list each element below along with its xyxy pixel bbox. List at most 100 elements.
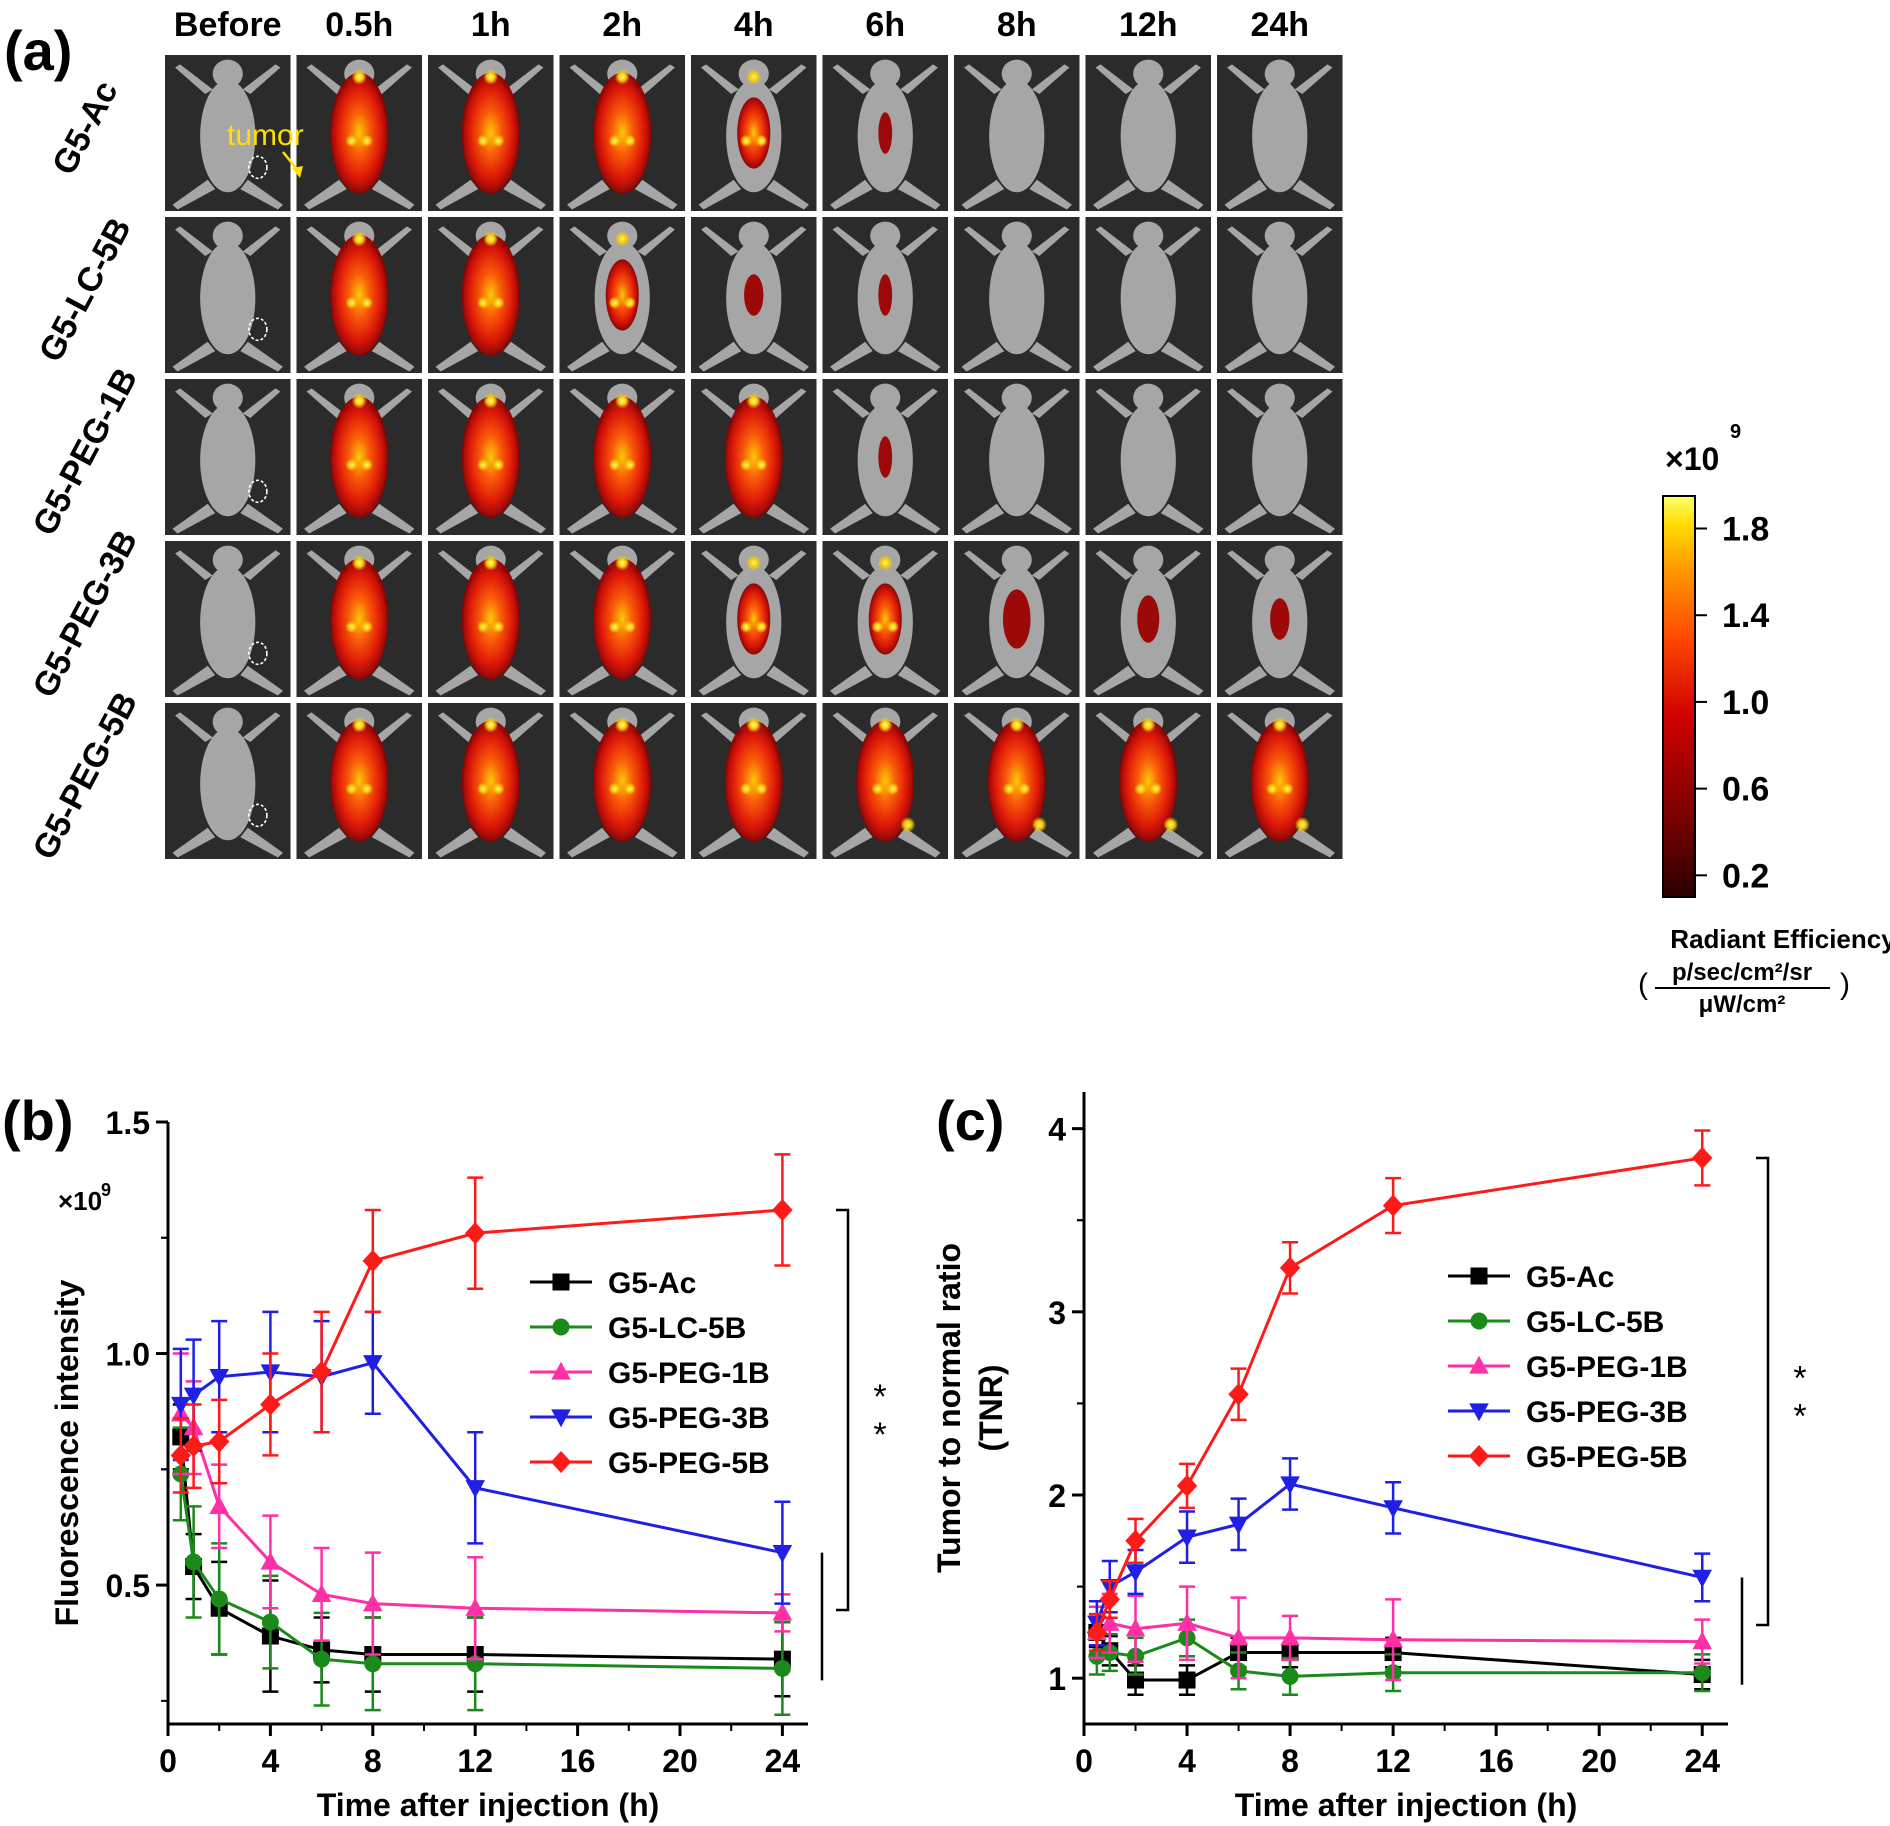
- mouse-leg-left: [567, 827, 610, 858]
- mouse-arm-right: [1031, 550, 1070, 580]
- hot-spot-head: [746, 717, 762, 733]
- mouse-silhouette: [961, 545, 1072, 696]
- mouse-leg-left: [567, 341, 610, 372]
- mouse-arm-left: [175, 226, 213, 256]
- mouse-leg-left: [1224, 827, 1268, 858]
- data-point-2-4: [1228, 1627, 1249, 1646]
- x-tick-label-1: 4: [1178, 1743, 1196, 1779]
- data-point-1-7: [1693, 1664, 1711, 1682]
- fluorescence-body: [330, 720, 389, 842]
- legend-label-2: G5-PEG-1B: [608, 1357, 770, 1390]
- mouse-arm-left: [1227, 226, 1265, 256]
- x-tick-label-2: 8: [1281, 1743, 1299, 1779]
- mouse-image-r2-c1: [296, 379, 422, 535]
- mouse-image-r0-c8: [1217, 55, 1343, 211]
- mouse-leg-right: [766, 503, 809, 534]
- data-point-0-3: [1178, 1671, 1196, 1689]
- mouse-leg-right: [1029, 341, 1072, 372]
- mouse-arm-left: [569, 388, 608, 418]
- data-point-4-0: [1086, 1621, 1108, 1644]
- mouse-image-r3-c6: [954, 541, 1080, 697]
- significance-star-2: *: [1793, 1397, 1806, 1435]
- data-point-4-1: [1099, 1588, 1120, 1611]
- series-line-4: [1095, 1156, 1703, 1633]
- mouse-leg-right: [503, 179, 546, 210]
- mouse-arm-right: [242, 226, 281, 256]
- hot-spot-head: [614, 231, 630, 247]
- data-point-1-1: [185, 1553, 203, 1571]
- data-point-4-1: [183, 1435, 204, 1458]
- mouse-arm-left: [569, 712, 608, 742]
- fluorescence-overlay: [724, 393, 783, 518]
- time-header-3: 2h: [602, 6, 642, 44]
- mouse-arm-left: [1227, 712, 1265, 742]
- mouse-image-r2-c8: [1217, 379, 1343, 535]
- mouse-leg-left: [961, 341, 1005, 372]
- mouse-leg-right: [766, 827, 809, 858]
- hot-spot-head: [351, 717, 367, 733]
- mouse-leg-right: [1292, 827, 1335, 858]
- mouse-head: [1001, 545, 1032, 574]
- hot-spot-right: [360, 458, 374, 472]
- mouse-silhouette: [172, 545, 283, 696]
- fluorescence-body: [330, 558, 389, 680]
- data-point-4-2: [1125, 1529, 1146, 1552]
- mouse-arm-right: [374, 226, 412, 256]
- mouse-leg-left: [1093, 827, 1136, 858]
- data-point-3-4: [1228, 1516, 1249, 1535]
- fluorescence-overlay: [744, 274, 764, 316]
- mouse-body: [200, 79, 256, 193]
- y-axis-label: Fluorescence intensity: [49, 1279, 85, 1626]
- mouse-leg-right: [371, 665, 415, 696]
- mouse-leg-left: [304, 827, 347, 858]
- mouse-arm-left: [1095, 64, 1134, 94]
- mouse-image-r0-c1: [296, 55, 422, 211]
- hot-spot-tumor: [1163, 816, 1179, 833]
- fluorescence-body: [878, 436, 893, 478]
- hot-spot-right: [492, 134, 505, 148]
- mouse-arm-left: [1095, 550, 1134, 580]
- colorbar-paren-open: (: [1638, 968, 1648, 1001]
- mouse-image-r3-c3: [559, 541, 685, 697]
- mouse-silhouette: [172, 707, 283, 858]
- mouse-arm-right: [637, 550, 675, 580]
- mouse-image-r4-c5: [822, 703, 948, 859]
- time-header-8: 24h: [1250, 6, 1309, 44]
- mouse-leg-left: [435, 503, 479, 534]
- x-tick-label-0: 0: [1075, 1743, 1093, 1779]
- mouse-image-r4-c0: [165, 703, 291, 859]
- mouse-leg-right: [634, 341, 678, 372]
- data-point-3-3: [1177, 1529, 1197, 1548]
- mouse-arm-right: [1163, 550, 1201, 580]
- mouse-arm-left: [832, 550, 871, 580]
- legend-label-1: G5-LC-5B: [608, 1312, 746, 1345]
- fluorescence-body: [737, 97, 771, 169]
- mouse-leg-left: [1093, 665, 1136, 696]
- mouse-arm-left: [175, 64, 213, 94]
- mouse-arm-right: [1163, 712, 1201, 742]
- mouse-body: [200, 403, 256, 517]
- data-point-2-1: [1099, 1613, 1120, 1631]
- mouse-arm-right: [768, 388, 807, 418]
- colorbar-tick-label-1: 1.4: [1722, 597, 1769, 635]
- mouse-image-r1-c1: [296, 217, 422, 373]
- mouse-leg-right: [503, 827, 546, 858]
- legend-marker-2: [551, 1361, 571, 1380]
- mouse-leg-left: [1224, 341, 1268, 372]
- hot-spot-right: [623, 458, 637, 472]
- mouse-arm-left: [832, 226, 871, 256]
- colorbar-paren-close: ): [1840, 968, 1850, 1001]
- mouse-image-r4-c1: [296, 703, 422, 859]
- hot-spot-right: [360, 134, 374, 148]
- mouse-image-r2-c3: [559, 379, 685, 535]
- mouse-leg-left: [172, 665, 216, 696]
- mouse-head: [1264, 59, 1295, 88]
- mouse-leg-right: [240, 179, 283, 210]
- fluorescence-overlay: [878, 274, 893, 316]
- legend-marker-2: [1469, 1355, 1489, 1374]
- x-tick-label-4: 16: [1478, 1743, 1514, 1779]
- mouse-leg-left: [830, 179, 873, 210]
- mouse-arm-left: [569, 550, 608, 580]
- colorbar-exponent: 9: [1730, 421, 1741, 443]
- mouse-image-r4-c2: [428, 703, 554, 859]
